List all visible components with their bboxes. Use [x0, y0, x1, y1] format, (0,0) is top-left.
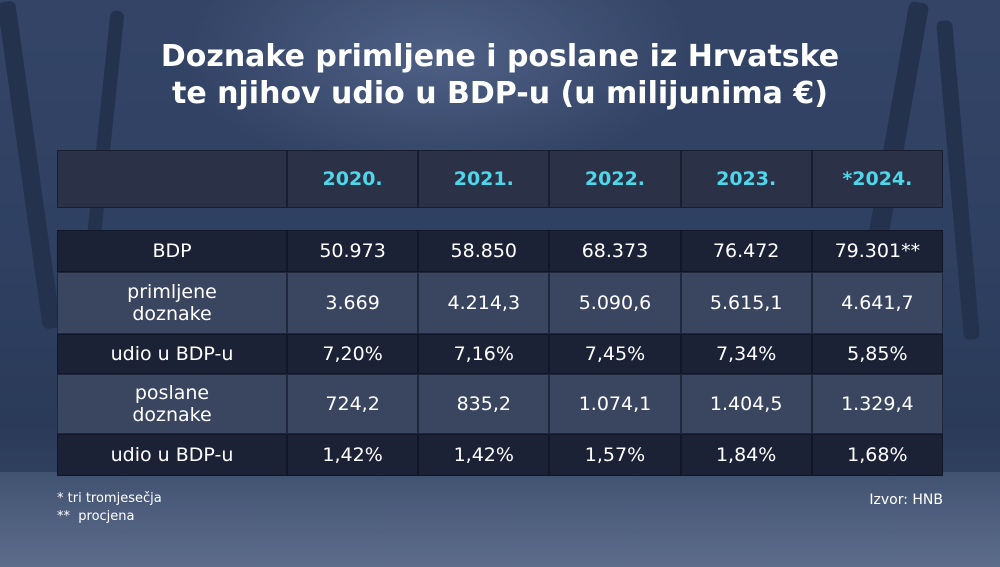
cell-primljene-2021: 4.214,3 — [418, 272, 550, 334]
cell-udio-poslane-2020: 1,42% — [287, 434, 419, 476]
table-header-row: 2020. 2021. 2022. 2023. *2024. — [57, 150, 943, 208]
cell-udio-poslane-2024: 1,68% — [811, 434, 943, 476]
table-row-udio-poslane: udio u BDP-u 1,42% 1,42% 1,57% 1,84% 1,6… — [57, 434, 943, 476]
cell-bdp-2024: 79.301** — [811, 230, 943, 272]
row-label-bdp: BDP — [57, 230, 287, 272]
table-row-primljene-doznake: primljene doznake 3.669 4.214,3 5.090,6 … — [57, 272, 943, 334]
cell-primljene-2020: 3.669 — [287, 272, 419, 334]
row-label-primljene-doznake: primljene doznake — [57, 272, 287, 334]
header-year-2020: 2020. — [287, 150, 419, 208]
source-label: Izvor: HNB — [869, 492, 943, 508]
title-line-2: te njihov udio u BDP-u (u milijunima €) — [172, 76, 828, 111]
cell-bdp-2020: 50.973 — [287, 230, 419, 272]
cell-primljene-2023: 5.615,1 — [680, 272, 812, 334]
cell-bdp-2021: 58.850 — [418, 230, 550, 272]
cell-udio-primljene-2024: 5,85% — [811, 334, 943, 374]
cell-poslane-2024: 1.329,4 — [811, 374, 943, 434]
cell-primljene-2022: 5.090,6 — [549, 272, 681, 334]
header-year-2023: 2023. — [680, 150, 812, 208]
header-corner-cell — [57, 150, 287, 208]
chart-title: Doznake primljene i poslane iz Hrvatske … — [0, 38, 1000, 112]
header-year-2021: 2021. — [418, 150, 550, 208]
cell-poslane-2020: 724,2 — [287, 374, 419, 434]
row-label-udio-primljene: udio u BDP-u — [57, 334, 287, 374]
cell-udio-poslane-2021: 1,42% — [418, 434, 550, 476]
row-label-udio-poslane: udio u BDP-u — [57, 434, 287, 476]
cell-udio-primljene-2021: 7,16% — [418, 334, 550, 374]
cell-poslane-2023: 1.404,5 — [680, 374, 812, 434]
header-year-2024: *2024. — [811, 150, 943, 208]
table-row-bdp: BDP 50.973 58.850 68.373 76.472 79.301** — [57, 230, 943, 272]
cell-primljene-2024: 4.641,7 — [811, 272, 943, 334]
cell-udio-poslane-2023: 1,84% — [680, 434, 812, 476]
table-row-poslane-doznake: poslane doznake 724,2 835,2 1.074,1 1.40… — [57, 374, 943, 434]
table-row-udio-primljene: udio u BDP-u 7,20% 7,16% 7,45% 7,34% 5,8… — [57, 334, 943, 374]
header-year-2022: 2022. — [549, 150, 681, 208]
cell-udio-primljene-2022: 7,45% — [549, 334, 681, 374]
cell-udio-primljene-2020: 7,20% — [287, 334, 419, 374]
cell-poslane-2022: 1.074,1 — [549, 374, 681, 434]
cell-udio-primljene-2023: 7,34% — [680, 334, 812, 374]
cell-poslane-2021: 835,2 — [418, 374, 550, 434]
footnote-estimate: ** procjena — [57, 509, 135, 524]
row-label-poslane-doznake: poslane doznake — [57, 374, 287, 434]
title-line-1: Doznake primljene i poslane iz Hrvatske — [160, 39, 840, 74]
footnote-three-quarters: * tri tromjesečja — [57, 491, 162, 506]
cell-bdp-2022: 68.373 — [549, 230, 681, 272]
cell-bdp-2023: 76.472 — [680, 230, 812, 272]
cell-udio-poslane-2022: 1,57% — [549, 434, 681, 476]
